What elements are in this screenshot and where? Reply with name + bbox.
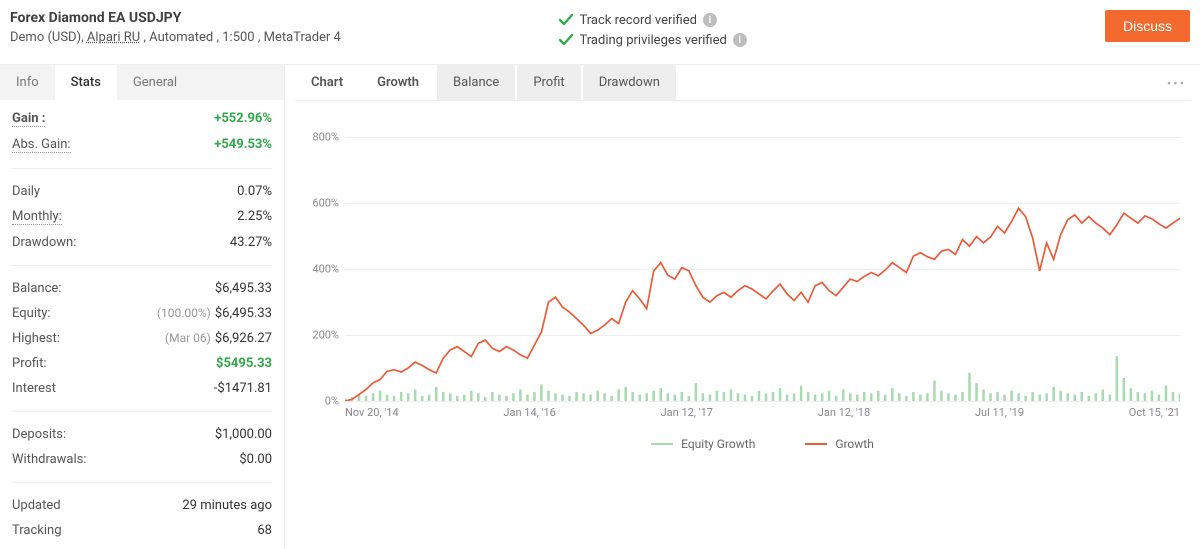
stat-label: Withdrawals: xyxy=(12,452,87,467)
stat-label: Drawdown: xyxy=(12,235,76,250)
x-tick: Jan 12, '17 xyxy=(661,406,713,419)
growth-chart: 0% 200% 400% 600% 800% Nov 20, '14 Jan 14, '1… xyxy=(295,101,1190,461)
info-icon[interactable]: i xyxy=(733,33,747,47)
stat-row: Drawdown: 43.27% xyxy=(12,230,272,255)
legend-item: Growth xyxy=(805,437,874,451)
stat-row: Tracking 68 xyxy=(12,518,272,543)
stat-value: 2.25% xyxy=(237,209,272,224)
page-title: Forex Diamond EA USDJPY xyxy=(10,10,558,26)
stat-row: Equity: (100.00%)$6,495.33 xyxy=(12,301,272,326)
page-subtitle: Demo (USD), Alpari RU , Automated , 1:50… xyxy=(10,30,558,45)
stat-label: Balance: xyxy=(12,281,61,296)
legend-item: Equity Growth xyxy=(651,437,755,451)
stat-value: +549.53% xyxy=(214,137,272,152)
stat-label: Profit: xyxy=(12,356,47,371)
x-tick: Oct 15, '21 xyxy=(1129,406,1180,419)
stat-row: Abs. Gain: +549.53% xyxy=(12,132,272,158)
stat-label: Interest xyxy=(12,381,56,396)
stat-row: Highest: (Mar 06)$6,926.27 xyxy=(12,326,272,351)
stat-value: $1,000.00 xyxy=(215,427,272,442)
stat-row: Interest -$1471.81 xyxy=(12,376,272,401)
stat-label: Abs. Gain: xyxy=(12,137,71,153)
y-tick: 0% xyxy=(325,395,339,408)
stat-row: Monthly: 2.25% xyxy=(12,204,272,230)
check-icon xyxy=(558,32,574,48)
chart-tabs: ChartGrowthBalanceProfitDrawdown ••• xyxy=(295,65,1190,101)
sidebar-tabs: InfoStatsGeneral xyxy=(0,65,284,100)
chart-tab-drawdown[interactable]: Drawdown xyxy=(583,65,676,100)
chart-tab-chart[interactable]: Chart xyxy=(295,65,359,100)
stat-row: Gain : +552.96% xyxy=(12,106,272,132)
stat-value: +552.96% xyxy=(214,111,272,126)
chart-tab-growth[interactable]: Growth xyxy=(361,65,435,100)
x-tick: Jan 14, '16 xyxy=(503,406,555,419)
y-tick: 200% xyxy=(312,329,339,342)
info-icon[interactable]: i xyxy=(703,13,717,27)
stat-row: Updated 29 minutes ago xyxy=(12,493,272,518)
tab-info[interactable]: Info xyxy=(0,65,55,100)
tab-general[interactable]: General xyxy=(117,65,193,100)
track-record-verified: Track record verified i xyxy=(558,12,1106,28)
y-tick: 400% xyxy=(312,263,339,276)
stat-value: $0.00 xyxy=(239,452,272,467)
stat-row: Balance: $6,495.33 xyxy=(12,276,272,301)
y-tick: 800% xyxy=(312,131,339,144)
chart-tab-balance[interactable]: Balance xyxy=(437,65,515,100)
stat-row: Withdrawals: $0.00 xyxy=(12,447,272,472)
stat-label: Deposits: xyxy=(12,427,66,442)
stat-row: Profit: $5495.33 xyxy=(12,351,272,376)
stat-label: Monthly: xyxy=(12,209,62,225)
stat-value: $5495.33 xyxy=(216,356,272,371)
stat-row: Deposits: $1,000.00 xyxy=(12,422,272,447)
stat-label: Updated xyxy=(12,498,61,513)
broker-link[interactable]: Alpari RU xyxy=(87,30,140,45)
stat-value: 0.07% xyxy=(237,184,272,199)
stat-value: (Mar 06)$6,926.27 xyxy=(165,331,272,346)
stat-label: Daily xyxy=(12,184,40,199)
stat-value: 43.27% xyxy=(230,235,272,250)
stat-value: $6,495.33 xyxy=(215,281,272,296)
stat-row: Daily 0.07% xyxy=(12,179,272,204)
chart-tab-profit[interactable]: Profit xyxy=(517,65,580,100)
y-tick: 600% xyxy=(312,197,339,210)
stat-value: -$1471.81 xyxy=(214,381,272,396)
stat-value: (100.00%)$6,495.33 xyxy=(157,306,272,321)
stat-label: Gain : xyxy=(12,111,45,127)
stat-label: Equity: xyxy=(12,306,51,321)
stat-label: Tracking xyxy=(12,523,62,538)
check-icon xyxy=(558,12,574,28)
stat-label: Highest: xyxy=(12,331,60,346)
discuss-button[interactable]: Discuss xyxy=(1105,10,1190,42)
trading-privileges-verified: Trading privileges verified i xyxy=(558,32,1106,48)
more-icon[interactable]: ••• xyxy=(1167,77,1186,92)
tab-stats[interactable]: Stats xyxy=(55,65,117,100)
x-tick: Nov 20, '14 xyxy=(345,406,399,419)
x-tick: Jul 11, '19 xyxy=(975,406,1024,419)
stat-value: 68 xyxy=(257,523,272,538)
stat-value: 29 minutes ago xyxy=(182,498,272,513)
x-tick: Jan 12, '18 xyxy=(818,406,870,419)
